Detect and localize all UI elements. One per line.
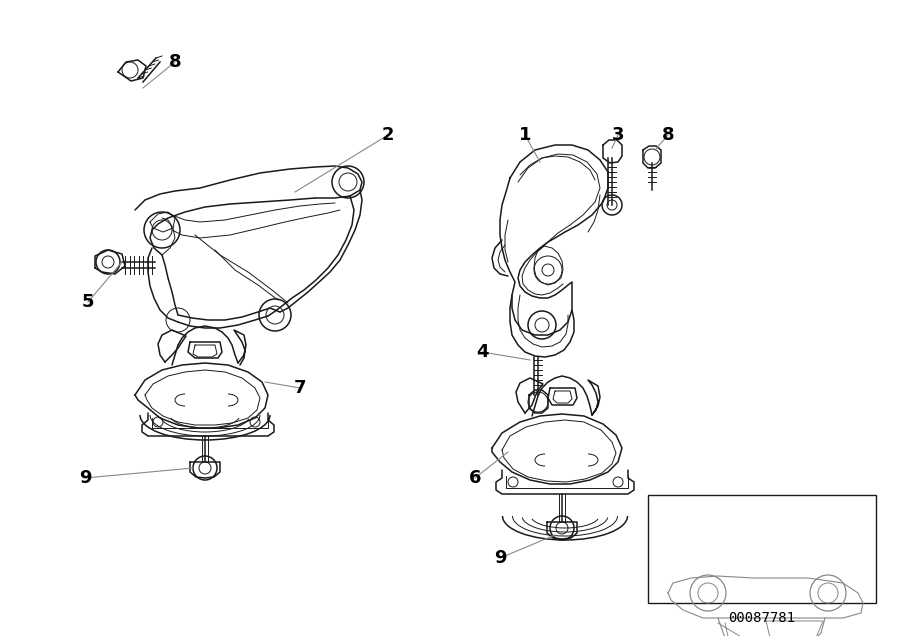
Text: 3: 3 xyxy=(612,126,625,144)
Text: 5: 5 xyxy=(82,293,94,311)
Text: 8: 8 xyxy=(662,126,674,144)
Text: 6: 6 xyxy=(469,469,482,487)
Text: 4: 4 xyxy=(476,343,488,361)
Text: 1: 1 xyxy=(518,126,531,144)
Text: 8: 8 xyxy=(168,53,181,71)
Bar xyxy=(648,495,876,603)
Text: 9: 9 xyxy=(494,549,506,567)
Text: 7: 7 xyxy=(293,379,306,397)
Text: 9: 9 xyxy=(79,469,91,487)
Text: 00087781: 00087781 xyxy=(728,611,796,625)
Text: 2: 2 xyxy=(382,126,394,144)
